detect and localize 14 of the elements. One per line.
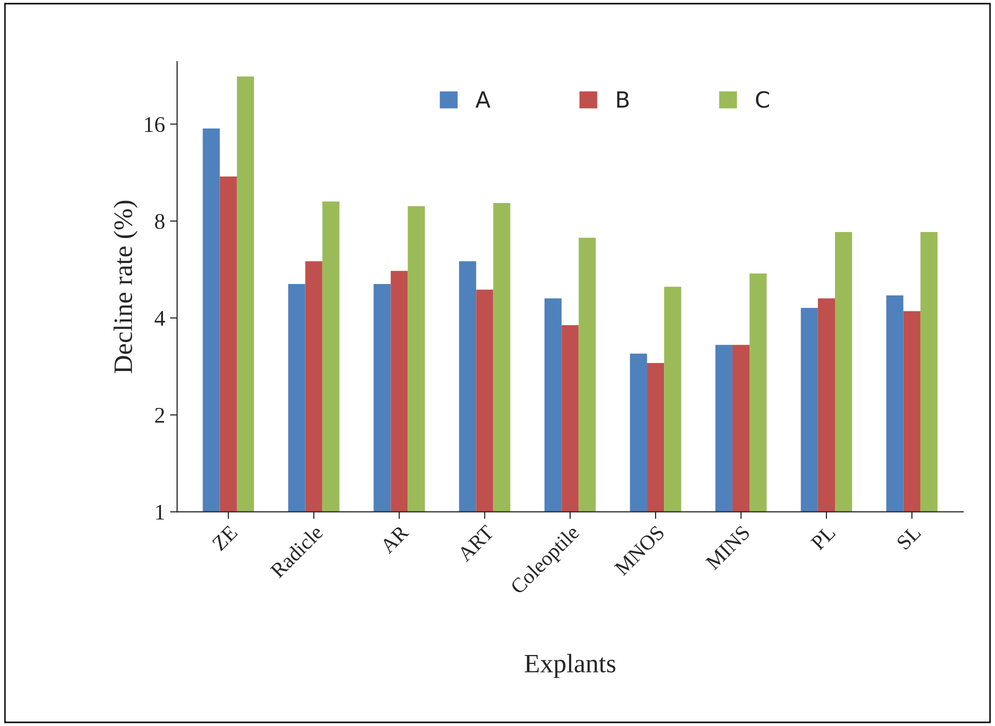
x-tick-label: AR	[379, 524, 410, 554]
legend-label: B	[617, 91, 629, 108]
y-tick-label: 2	[155, 408, 164, 423]
y-tick-label: 4	[154, 311, 165, 326]
y-axis-title: Decline rate (%)	[114, 200, 138, 374]
x-axis-title: Explants	[524, 654, 616, 678]
legend-label: A	[476, 91, 490, 108]
x-tick-label: PL	[810, 525, 836, 551]
y-tick-label: 16	[145, 117, 165, 132]
y-tick-label: 8	[155, 214, 164, 229]
legend-label: C	[756, 91, 770, 108]
x-tick-label: ZE	[212, 524, 238, 552]
x-tick-label: SL	[896, 524, 922, 550]
y-tick-label: 1	[156, 504, 164, 520]
